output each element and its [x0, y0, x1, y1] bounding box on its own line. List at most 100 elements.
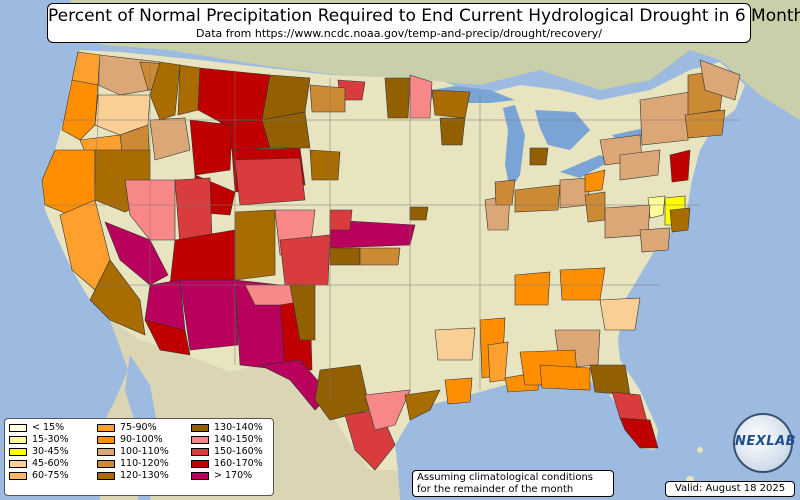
region-ks-east: [359, 247, 401, 266]
region-nv-south: [104, 221, 169, 286]
region-co-east: [279, 234, 331, 286]
region-la: [444, 377, 473, 405]
legend-item: > 170%: [191, 470, 263, 482]
region-ma: [684, 109, 726, 139]
legend-item: < 15%: [9, 422, 69, 434]
region-id-south: [149, 117, 191, 161]
region-ia-west: [409, 206, 429, 221]
note-line-2: for the remainder of the month: [417, 484, 574, 495]
region-pa-north: [584, 169, 606, 193]
drought-regions: [41, 51, 741, 471]
legend-swatch: [9, 448, 27, 456]
legend-item: 45-60%: [9, 458, 69, 470]
region-ca-south: [89, 259, 146, 336]
region-in-north: [494, 179, 516, 206]
region-wi-north: [431, 89, 471, 119]
legend: < 15% 15-30% 30-45% 45-60% 60-75% 75-90%…: [4, 418, 274, 496]
region-ga-south: [539, 364, 591, 391]
climatology-note: Assuming climatological conditions for t…: [412, 470, 614, 497]
region-wy-north: [189, 119, 233, 176]
region-mn-north: [384, 77, 411, 119]
legend-label: 160-170%: [214, 458, 263, 469]
region-ne-west: [329, 209, 353, 231]
legend-label: 15-30%: [32, 434, 69, 445]
region-va-east: [669, 207, 691, 233]
region-mt-west: [177, 64, 201, 116]
region-fl-south: [619, 417, 659, 449]
legend-swatch: [97, 448, 115, 456]
region-oh-west: [514, 184, 561, 213]
legend-swatch: [9, 424, 27, 432]
legend-item: 130-140%: [191, 422, 263, 434]
legend-swatch: [191, 436, 209, 444]
state-borders: [45, 54, 740, 400]
legend-label: 130-140%: [214, 422, 263, 433]
valid-date: Valid: August 18 2025: [665, 481, 795, 497]
region-md: [647, 195, 666, 219]
legend-label: > 170%: [214, 470, 253, 481]
region-or-west: [61, 79, 99, 141]
region-tx-coast: [404, 389, 441, 421]
legend-swatch: [191, 424, 209, 432]
legend-column-3: 130-140% 140-150% 150-160% 160-170% > 17…: [191, 422, 263, 482]
legend-item: 15-30%: [9, 434, 69, 446]
legend-label: 110-120%: [120, 458, 169, 469]
region-co-north: [234, 157, 306, 206]
legend-item: 100-110%: [97, 446, 169, 458]
legend-swatch: [97, 460, 115, 468]
legend-swatch: [9, 436, 27, 444]
legend-label: 120-130%: [120, 470, 169, 481]
map-subtitle: Data from https://www.ncdc.noaa.gov/temp…: [196, 27, 602, 40]
nexlab-logo: NEXLAB: [733, 413, 797, 473]
region-nj: [669, 149, 691, 183]
lake-michigan: [503, 105, 525, 190]
legend-label: 60-75%: [32, 470, 69, 481]
region-wv: [584, 191, 606, 223]
region-me: [699, 59, 741, 101]
region-ms-east: [487, 341, 509, 383]
legend-item: 150-160%: [191, 446, 263, 458]
legend-label: 100-110%: [120, 446, 169, 457]
legend-label: 30-45%: [32, 446, 69, 457]
legend-item: 110-120%: [97, 458, 169, 470]
legend-item: 90-100%: [97, 434, 169, 446]
legend-item: 120-130%: [97, 470, 169, 482]
legend-item: 75-90%: [97, 422, 169, 434]
legend-item: 30-45%: [9, 446, 69, 458]
region-sd-west: [261, 111, 311, 149]
note-line-1: Assuming climatological conditions: [417, 472, 593, 483]
legend-swatch: [191, 460, 209, 468]
region-nd-central: [309, 84, 346, 113]
border-line: [94, 54, 101, 201]
map-title: Percent of Normal Precipitation Required…: [48, 6, 800, 26]
region-az-south: [144, 319, 191, 356]
legend-swatch: [9, 472, 27, 480]
region-wi-central: [439, 117, 466, 146]
legend-label: 90-100%: [120, 434, 163, 445]
region-co-west: [234, 209, 276, 281]
region-sc: [599, 297, 641, 331]
region-ar: [434, 327, 476, 361]
legend-swatch: [97, 436, 115, 444]
legend-column-1: < 15% 15-30% 30-45% 45-60% 60-75%: [9, 422, 69, 482]
region-sd-east: [309, 149, 341, 181]
legend-label: 45-60%: [32, 458, 69, 469]
bahamas-island: [697, 447, 703, 453]
region-tn-west: [514, 271, 551, 306]
region-fl-north: [589, 364, 631, 396]
legend-item: 160-170%: [191, 458, 263, 470]
region-mn-ne: [409, 74, 433, 119]
legend-label: 150-160%: [214, 446, 263, 457]
title-box: Percent of Normal Precipitation Required…: [47, 3, 800, 43]
logo-text: NEXLAB: [735, 434, 797, 449]
legend-item: 60-75%: [9, 470, 69, 482]
region-ks-north: [329, 247, 361, 266]
legend-swatch: [9, 460, 27, 468]
legend-label: 140-150%: [214, 434, 263, 445]
legend-swatch: [97, 472, 115, 480]
legend-column-2: 75-90% 90-100% 100-110% 110-120% 120-130…: [97, 422, 169, 482]
region-tx-east: [364, 389, 411, 431]
region-mi-north: [529, 147, 549, 166]
legend-swatch: [191, 472, 209, 480]
